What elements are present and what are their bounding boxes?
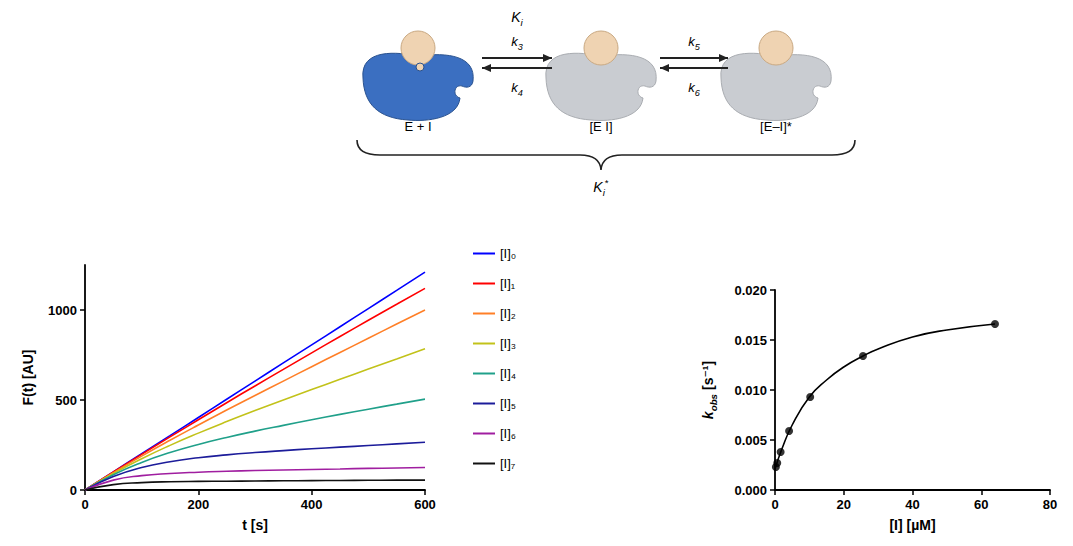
svg-text:0.020: 0.020 xyxy=(734,283,767,298)
svg-text:[I]₄: [I]₄ xyxy=(500,366,516,381)
svg-text:[I]₅: [I]₅ xyxy=(500,396,516,411)
svg-text:80: 80 xyxy=(1043,497,1057,512)
svg-text:[I]₂: [I]₂ xyxy=(500,306,516,321)
svg-text:400: 400 xyxy=(301,497,323,512)
svg-text:40: 40 xyxy=(905,497,919,512)
svg-text:t [s]: t [s] xyxy=(242,517,268,533)
svg-text:0: 0 xyxy=(771,497,778,512)
svg-text:0.005: 0.005 xyxy=(734,433,767,448)
svg-text:[I]₆: [I]₆ xyxy=(500,426,516,441)
svg-text:0: 0 xyxy=(70,483,77,498)
svg-text:[I]₇: [I]₇ xyxy=(500,456,516,471)
svg-text:k4: k4 xyxy=(511,80,523,98)
svg-text:k6: k6 xyxy=(688,80,701,98)
svg-text:E + I: E + I xyxy=(404,119,431,134)
svg-text:k3: k3 xyxy=(511,34,523,52)
svg-text:60: 60 xyxy=(974,497,988,512)
svg-text:200: 200 xyxy=(187,497,209,512)
svg-text:1000: 1000 xyxy=(48,303,77,318)
svg-text:[I]₃: [I]₃ xyxy=(500,336,516,351)
svg-text:20: 20 xyxy=(837,497,851,512)
svg-text:0.000: 0.000 xyxy=(734,483,767,498)
svg-text:0.010: 0.010 xyxy=(734,383,767,398)
svg-text:F(t) [AU]: F(t) [AU] xyxy=(20,350,36,406)
svg-text:[I]₀: [I]₀ xyxy=(500,246,516,261)
svg-text:[E I]: [E I] xyxy=(589,119,612,134)
svg-text:0: 0 xyxy=(81,497,88,512)
svg-text:[I] [µM]: [I] [µM] xyxy=(889,517,935,533)
svg-text:k5: k5 xyxy=(688,34,701,52)
svg-text:[E–I]*: [E–I]* xyxy=(760,119,792,134)
svg-text:Ki: Ki xyxy=(511,9,523,28)
svg-text:Ki*: Ki* xyxy=(593,177,609,198)
svg-text:kobs [s⁻¹]: kobs [s⁻¹] xyxy=(700,361,719,419)
svg-text:500: 500 xyxy=(55,393,77,408)
svg-text:600: 600 xyxy=(414,497,436,512)
svg-text:[I]₁: [I]₁ xyxy=(500,276,516,291)
svg-text:0.015: 0.015 xyxy=(734,333,767,348)
